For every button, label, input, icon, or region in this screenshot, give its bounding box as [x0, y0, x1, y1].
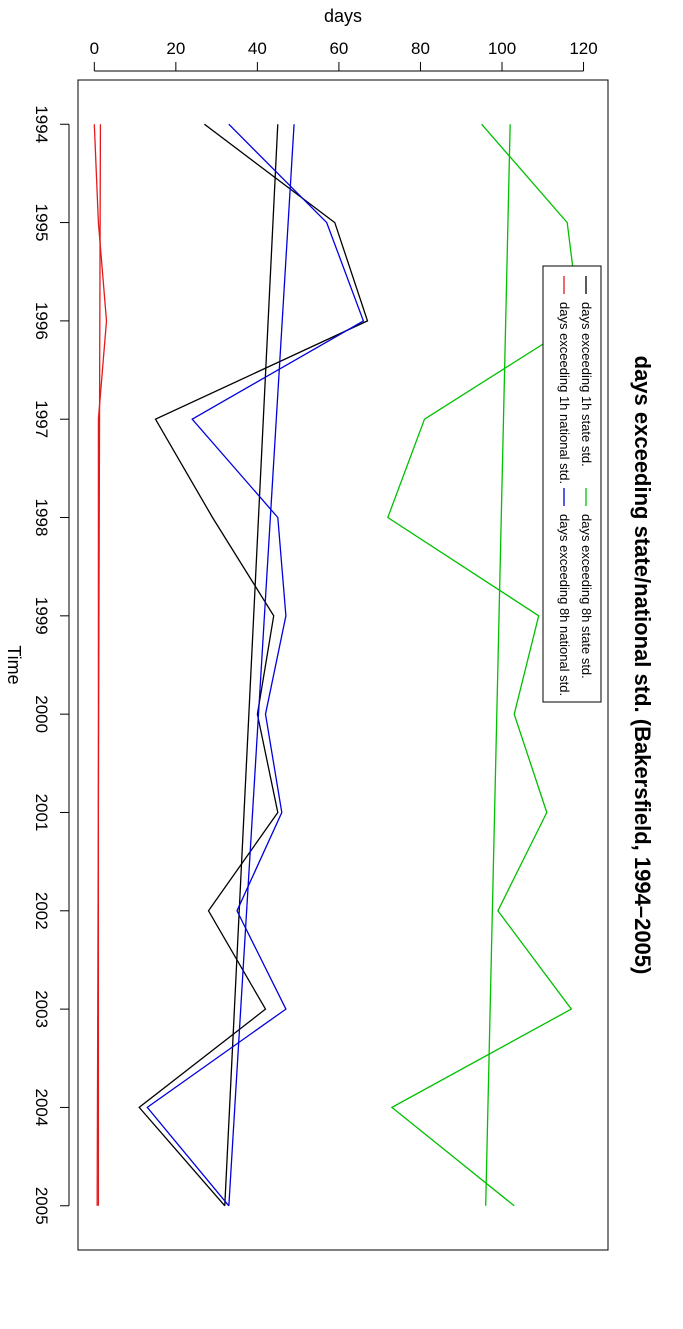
legend-label: days exceeding 8h state std. [579, 514, 594, 679]
x-tick-label: 2000 [32, 695, 51, 733]
x-axis-label: Time [4, 645, 24, 684]
legend-label: days exceeding 1h national std. [557, 302, 572, 484]
series-layer [93, 123, 581, 1207]
x-tick-label: 1999 [32, 597, 51, 635]
trend-line-3 [485, 124, 511, 1206]
plot-frame [77, 79, 609, 1251]
y-tick-label: 20 [166, 39, 185, 58]
x-tick-label: 1997 [32, 400, 51, 438]
x-tick-label: 1995 [32, 204, 51, 242]
x-tick-label: 2005 [32, 1187, 51, 1225]
chart-rotated-group: days exceeding state/national std. (Bake… [4, 6, 655, 1251]
series-line-4 [146, 123, 365, 1207]
y-tick-label: 0 [90, 39, 99, 58]
y-axis: 0 20 40 60 80 100 120 [90, 39, 598, 72]
trend-line-1 [224, 124, 279, 1206]
trend-line-2 [96, 124, 102, 1206]
legend-label: days exceeding 8h national std. [557, 514, 572, 696]
series-line-1 [138, 123, 369, 1207]
y-tick-label: 100 [488, 39, 516, 58]
legend-box [542, 265, 602, 703]
y-tick-label: 120 [569, 39, 597, 58]
trend-line-4 [228, 124, 295, 1206]
x-tick-label: 2001 [32, 794, 51, 832]
x-tick-label: 2002 [32, 892, 51, 930]
legend-label: days exceeding 1h state std. [579, 302, 594, 467]
x-tick-label: 2004 [32, 1089, 51, 1127]
y-tick-label: 40 [248, 39, 267, 58]
y-tick-label: 80 [411, 39, 430, 58]
chart-title: days exceeding state/national std. (Bake… [630, 356, 655, 975]
x-axis: 1994 1995 1996 1997 1998 1999 2000 2001 2002 2003… [32, 105, 70, 1225]
y-axis-label: days [324, 6, 362, 26]
x-tick-label: 1994 [32, 105, 51, 143]
legend: days exceeding 1h state std. days exceedi… [542, 265, 602, 703]
x-tick-label: 2003 [32, 990, 51, 1028]
x-tick-label: 1996 [32, 302, 51, 340]
x-tick-label: 1998 [32, 499, 51, 537]
y-tick-label: 60 [329, 39, 348, 58]
